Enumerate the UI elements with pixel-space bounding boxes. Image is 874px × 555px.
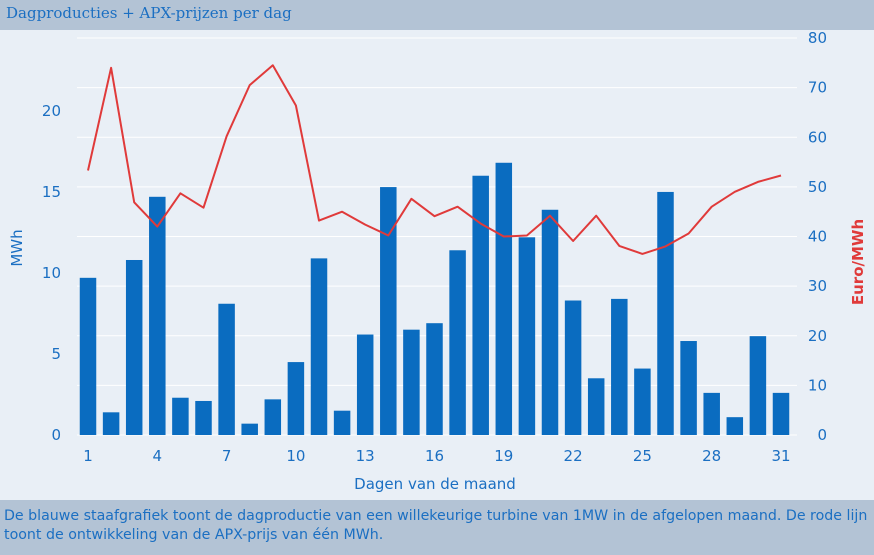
bar-day-5 [172, 397, 189, 435]
left-y-axis-label: MWh [8, 229, 26, 266]
bar-day-18 [472, 175, 489, 436]
right-y-tick-label: 40 [808, 228, 827, 246]
bar-day-6 [195, 400, 212, 435]
left-y-axis: 0 5 10 15 20 [42, 102, 61, 444]
bar-day-25 [634, 368, 651, 435]
bar-day-23 [587, 378, 605, 435]
x-tick-label: 16 [425, 447, 444, 465]
bar-day-21 [541, 209, 559, 435]
bar-day-20 [518, 237, 536, 435]
x-tick-label: 28 [702, 447, 721, 465]
bar-day-29 [726, 417, 744, 435]
right-y-axis-label: Euro/MWh [849, 219, 867, 305]
chart-title: Dagproducties + APX-prijzen per dag [6, 4, 292, 22]
chart-caption: De blauwe staafgrafiek toont de dagprodu… [4, 508, 868, 543]
x-axis-label: Dagen van de maand [354, 475, 516, 493]
left-y-tick-label: 10 [42, 264, 61, 282]
bar-day-4 [149, 196, 166, 435]
x-tick-label: 4 [153, 447, 163, 465]
chart-area: 1 4 7 10 13 16 19 22 25 28 31 0 5 10 15 20 0 10 20 30 40 50… [0, 29, 874, 500]
bar-day-11 [310, 258, 328, 435]
right-y-tick-label: 20 [808, 327, 827, 345]
caption-bar: De blauwe staafgrafiek toont de dagprodu… [0, 500, 874, 555]
bar-day-26 [657, 191, 674, 435]
bar-day-15 [403, 329, 420, 435]
x-tick-label: 19 [494, 447, 513, 465]
left-y-tick-label: 15 [42, 183, 61, 201]
bar-day-19 [495, 162, 513, 435]
x-axis: 1 4 7 10 13 16 19 22 25 28 31 [83, 447, 790, 465]
x-tick-label: 1 [83, 447, 93, 465]
bar-day-12 [333, 410, 351, 435]
bar-day-2 [102, 412, 120, 435]
x-tick-label: 7 [222, 447, 232, 465]
bar-day-16 [426, 323, 443, 435]
combo-chart: 1 4 7 10 13 16 19 22 25 28 31 0 5 10 15 20 0 10 20 30 40 50… [8, 29, 867, 493]
bar-day-9 [264, 399, 282, 435]
bar-day-17 [449, 250, 466, 435]
grid-lines [77, 37, 797, 436]
price-line-series [87, 64, 782, 255]
left-y-tick-label: 5 [51, 345, 61, 363]
price-line [87, 64, 782, 255]
x-tick-label: 13 [356, 447, 375, 465]
bar-day-3 [125, 259, 143, 435]
right-y-tick-label: 70 [808, 79, 827, 97]
right-y-tick-label: 50 [808, 178, 827, 196]
bar-day-27 [680, 341, 697, 435]
left-y-tick-label: 0 [51, 426, 61, 444]
bar-series [79, 162, 790, 436]
right-y-tick-label: 80 [808, 30, 827, 47]
x-tick-label: 22 [564, 447, 583, 465]
bar-day-24 [611, 298, 628, 435]
bar-day-28 [703, 392, 720, 435]
left-y-tick-label: 20 [42, 102, 61, 120]
bar-day-1 [79, 277, 97, 435]
bar-day-8 [241, 423, 258, 435]
right-y-tick-label: 60 [808, 128, 827, 146]
right-y-tick-label: 10 [808, 376, 827, 394]
x-tick-label: 10 [286, 447, 305, 465]
bar-day-10 [287, 362, 305, 435]
x-tick-label: 31 [771, 447, 790, 465]
bar-day-22 [564, 300, 582, 435]
right-y-axis: 0 10 20 30 40 50 60 70 80 [808, 29, 827, 444]
title-bar: Dagproducties + APX-prijzen per dag [0, 0, 874, 30]
bar-day-30 [749, 336, 767, 435]
bar-day-7 [218, 303, 235, 435]
right-y-tick-label: 30 [808, 277, 827, 295]
bar-day-14 [380, 187, 397, 435]
bar-day-31 [772, 392, 790, 435]
bar-day-13 [356, 334, 374, 435]
right-y-tick-label: 0 [817, 426, 827, 444]
x-tick-label: 25 [633, 447, 652, 465]
